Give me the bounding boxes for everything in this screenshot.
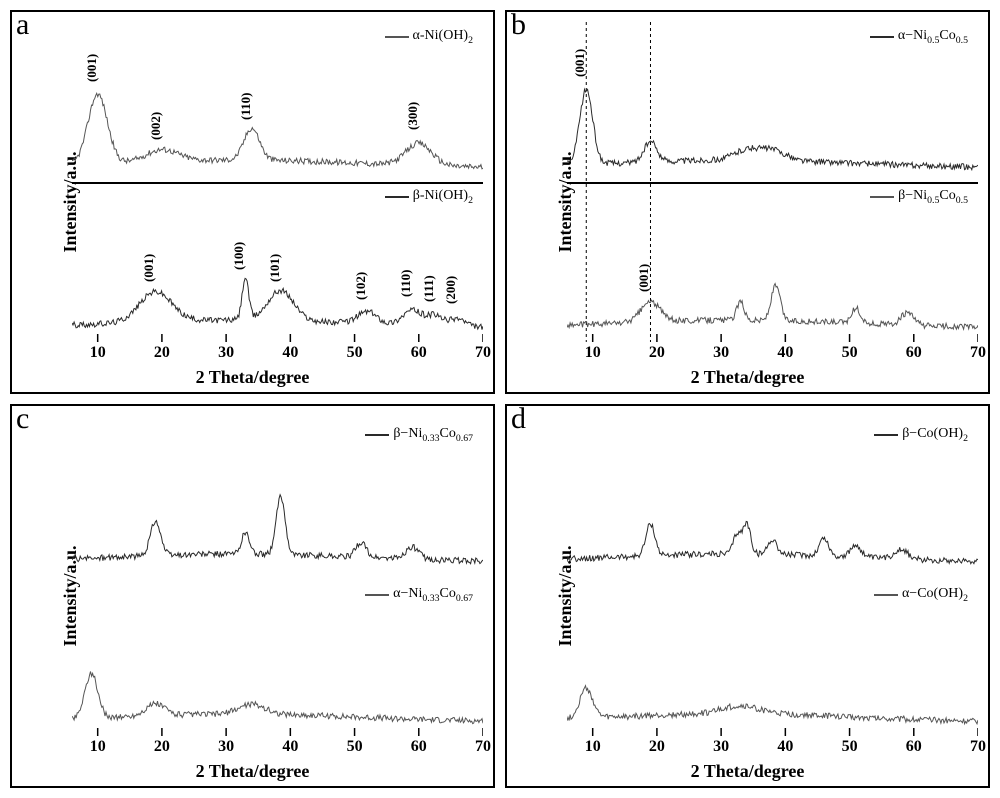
x-tick: 40 (777, 344, 793, 362)
x-tick-marks (567, 728, 978, 736)
x-tick: 20 (649, 738, 665, 756)
x-tick: 70 (475, 344, 491, 362)
plot-area (72, 416, 483, 736)
peak-label: (001) (84, 54, 100, 82)
x-tick-marks (567, 334, 978, 342)
panel-a: aIntensity/a.u.2 Theta/degreeα-Ni(OH)2(0… (10, 10, 495, 394)
x-tick: 30 (218, 344, 234, 362)
x-tick: 50 (347, 344, 363, 362)
legend-line (874, 594, 898, 596)
legend-entry: α−Ni0.5Co0.5 (870, 28, 968, 46)
peak-label: (110) (398, 270, 414, 297)
x-ticks: 10203040506070 (72, 344, 483, 364)
x-ticks: 10203040506070 (567, 344, 978, 364)
peak-label: (002) (148, 112, 164, 140)
x-axis-label: 2 Theta/degree (691, 761, 805, 782)
x-tick: 30 (713, 738, 729, 756)
legend-line (365, 594, 389, 596)
x-tick: 30 (218, 738, 234, 756)
peak-label: (001) (141, 254, 157, 282)
peak-label: (101) (267, 254, 283, 282)
legend-label: α−Ni0.33Co0.67 (393, 586, 473, 604)
x-tick: 60 (906, 344, 922, 362)
legend-entry: α−Co(OH)2 (874, 586, 968, 604)
legend-line (874, 434, 898, 436)
peak-label: (100) (231, 242, 247, 270)
panel-letter: d (511, 402, 526, 436)
x-tick: 40 (777, 738, 793, 756)
peak-label: (001) (572, 49, 588, 77)
legend-entry: β−Ni0.5Co0.5 (870, 188, 968, 206)
x-axis-label: 2 Theta/degree (196, 761, 310, 782)
legend-entry: α-Ni(OH)2 (385, 28, 473, 46)
x-tick: 10 (90, 344, 106, 362)
x-ticks: 10203040506070 (72, 738, 483, 758)
legend-label: β−Co(OH)2 (902, 426, 968, 444)
legend-line (870, 36, 894, 38)
legend-label: β-Ni(OH)2 (413, 188, 473, 206)
panel-c: cIntensity/a.u.2 Theta/degreeβ−Ni0.33Co0… (10, 404, 495, 788)
legend-line (870, 196, 894, 198)
xrd-svg (72, 416, 483, 736)
peak-label: (001) (636, 264, 652, 292)
legend-label: α−Co(OH)2 (902, 586, 968, 604)
x-tick-marks (72, 728, 483, 736)
x-tick-marks (72, 334, 483, 342)
x-ticks: 10203040506070 (567, 738, 978, 758)
peak-label: (111) (421, 275, 437, 302)
legend-entry: β-Ni(OH)2 (385, 188, 473, 206)
peak-label: (200) (443, 276, 459, 304)
legend-entry: β−Co(OH)2 (874, 426, 968, 444)
x-tick: 10 (585, 738, 601, 756)
x-tick: 20 (154, 738, 170, 756)
plot-area (567, 416, 978, 736)
legend-label: β−Ni0.33Co0.67 (393, 426, 473, 444)
x-tick: 70 (970, 738, 986, 756)
x-tick: 40 (282, 344, 298, 362)
legend-label: β−Ni0.5Co0.5 (898, 188, 968, 206)
peak-label: (110) (238, 93, 254, 120)
x-tick: 60 (411, 738, 427, 756)
legend-line (385, 36, 409, 38)
legend-entry: α−Ni0.33Co0.67 (365, 586, 473, 604)
legend-line (385, 196, 409, 198)
panel-b: bIntensity/a.u.2 Theta/degreeα−Ni0.5Co0.… (505, 10, 990, 394)
peak-label: (300) (405, 102, 421, 130)
x-tick: 70 (475, 738, 491, 756)
x-tick: 50 (842, 344, 858, 362)
legend-label: α-Ni(OH)2 (413, 28, 473, 46)
panel-letter: a (16, 8, 29, 42)
x-tick: 40 (282, 738, 298, 756)
subplot-divider (72, 182, 483, 184)
x-tick: 50 (842, 738, 858, 756)
panel-letter: b (511, 8, 526, 42)
legend-entry: β−Ni0.33Co0.67 (365, 426, 473, 444)
x-tick: 50 (347, 738, 363, 756)
panel-letter: c (16, 402, 29, 436)
subplot-divider (567, 182, 978, 184)
xrd-svg (567, 416, 978, 736)
chart-grid: aIntensity/a.u.2 Theta/degreeα-Ni(OH)2(0… (10, 10, 990, 788)
legend-line (365, 434, 389, 436)
x-tick: 10 (585, 344, 601, 362)
x-axis-label: 2 Theta/degree (196, 367, 310, 388)
x-tick: 60 (906, 738, 922, 756)
x-axis-label: 2 Theta/degree (691, 367, 805, 388)
x-tick: 60 (411, 344, 427, 362)
x-tick: 30 (713, 344, 729, 362)
panel-d: dIntensity/a.u.2 Theta/degreeβ−Co(OH)2α−… (505, 404, 990, 788)
peak-label: (102) (353, 272, 369, 300)
x-tick: 20 (649, 344, 665, 362)
x-tick: 10 (90, 738, 106, 756)
legend-label: α−Ni0.5Co0.5 (898, 28, 968, 46)
x-tick: 70 (970, 344, 986, 362)
x-tick: 20 (154, 344, 170, 362)
